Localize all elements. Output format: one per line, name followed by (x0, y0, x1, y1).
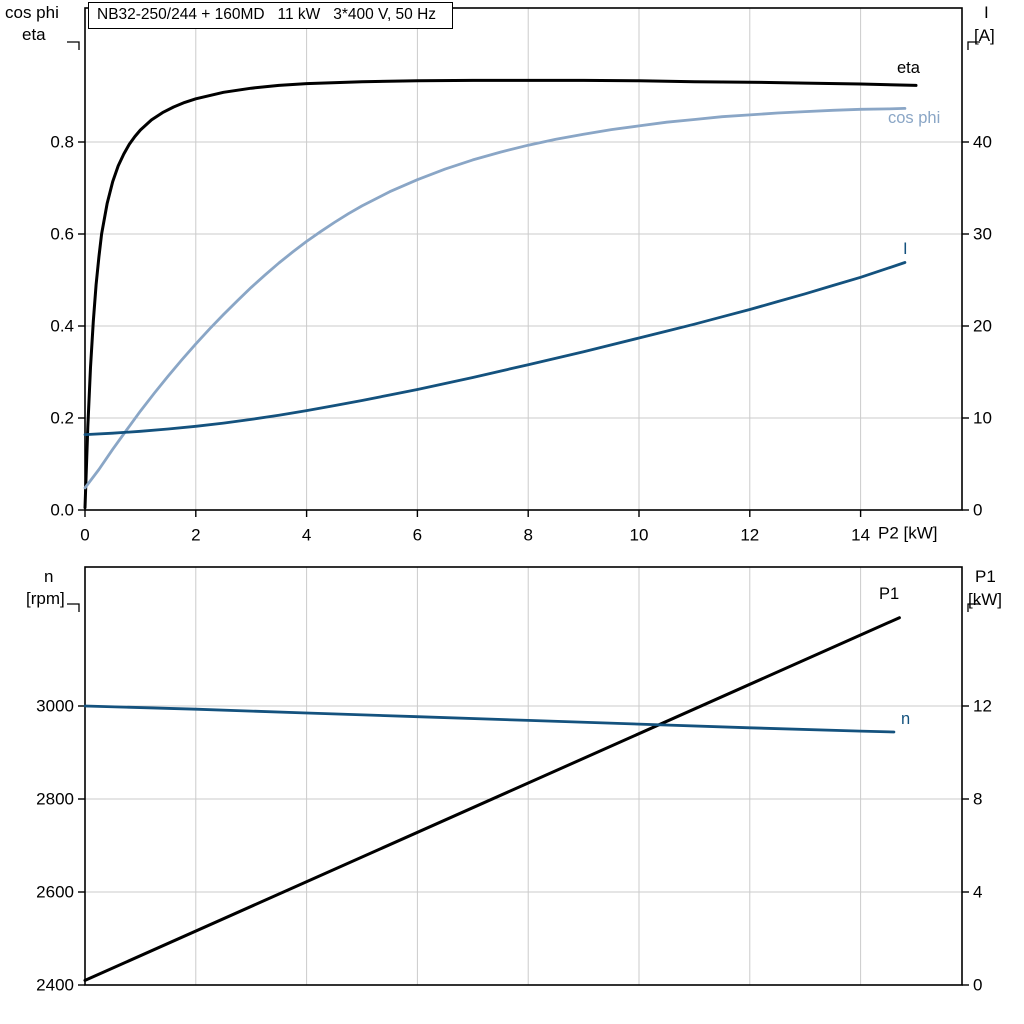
right-axis-tick-label: 0 (973, 976, 982, 995)
top-chart-right-axis-title-line1: I (984, 3, 989, 22)
x-axis-tick-label: 8 (523, 526, 532, 545)
left-axis-tick-label: 2800 (36, 790, 74, 809)
left-axis-tick-label: 2400 (36, 976, 74, 995)
left-axis-tick-label: 0.0 (50, 501, 74, 520)
right-axis-tick-label: 4 (973, 883, 982, 902)
x-axis-title: P2 [kW] (878, 524, 938, 543)
curve-I (83, 261, 907, 437)
left-axis-tick-label: 0.2 (50, 409, 74, 428)
bottom-chart-left-axis-title-line1: n (44, 567, 54, 586)
x-axis-tick-label: 14 (851, 526, 870, 545)
left-axis-tick-label: 0.4 (50, 317, 74, 336)
axis-corner-bracket-right (967, 41, 980, 50)
curve-cos-phi (83, 107, 907, 490)
x-axis-tick-label: 12 (740, 526, 759, 545)
curve-n (83, 704, 896, 734)
bottom-chart-right-axis-title-line1: P1 (975, 567, 996, 586)
bottom-chart-left-axis-title-line2: [rpm] (26, 589, 65, 608)
top-chart-right-axis-title-line2: [A] (974, 26, 995, 45)
left-axis-tick-label: 3000 (36, 697, 74, 716)
x-axis-tick-label: 0 (80, 526, 89, 545)
right-axis-tick-label: 20 (973, 317, 992, 336)
right-axis-tick-label: 8 (973, 790, 982, 809)
top-chart-left-axis-title-line1: cos phi (5, 3, 59, 22)
axis-corner-bracket-left (67, 41, 80, 50)
curve-label-P1: P1 (879, 585, 899, 603)
right-axis-tick-label: 10 (973, 409, 992, 428)
left-axis-tick-label: 0.8 (50, 133, 74, 152)
x-axis-tick-label: 10 (630, 526, 649, 545)
top-chart-left-axis-title-line2: eta (22, 25, 46, 44)
x-axis-tick-label: 4 (302, 526, 311, 545)
x-axis-tick-label: 2 (191, 526, 200, 545)
left-axis-tick-label: 2600 (36, 883, 74, 902)
right-axis-tick-label: 40 (973, 133, 992, 152)
curve-label-eta: eta (897, 59, 921, 77)
right-axis-tick-label: 30 (973, 225, 992, 244)
axis-corner-bracket-right (967, 603, 980, 612)
plot-frame (84, 566, 963, 986)
axis-corner-bracket-left (67, 603, 80, 612)
curve-label-cos-phi: cos phi (888, 109, 940, 127)
curve-eta (83, 78, 918, 510)
curve-label-I: I (903, 240, 908, 258)
pump-title-box: NB32-250/244 + 160MD 11 kW 3*400 V, 50 H… (88, 2, 454, 29)
bottom-chart-right-axis-title-line2: [kW] (968, 590, 1002, 609)
x-axis-tick-label: 6 (413, 526, 422, 545)
right-axis-tick-label: 12 (973, 697, 992, 716)
curve-label-n: n (901, 710, 910, 728)
right-axis-tick-label: 0 (973, 501, 982, 520)
plot-frame (84, 7, 963, 511)
left-axis-tick-label: 0.6 (50, 225, 74, 244)
curve-P1 (83, 616, 901, 982)
